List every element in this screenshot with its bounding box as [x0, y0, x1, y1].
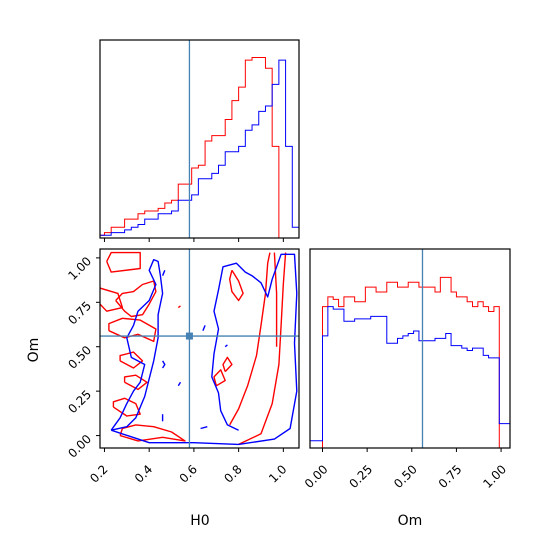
xtick-label-om: 0.25	[346, 462, 375, 491]
ytick-label-om: 1.00	[65, 254, 94, 283]
x-axis-label-om: Om	[398, 513, 423, 529]
contour-red	[119, 424, 186, 442]
xtick-label-h0: 0.4	[132, 462, 155, 485]
hist-h0-series-blue	[99, 59, 300, 238]
ytick-label-om: 0.25	[65, 387, 94, 416]
hist-h0-series-red	[99, 56, 299, 239]
truth-marker	[185, 332, 193, 340]
xtick-label-om: 0.50	[391, 462, 420, 491]
xtick-label-h0: 0.8	[221, 462, 244, 485]
contour-red	[222, 356, 233, 373]
xtick-label-om: 0.75	[436, 462, 465, 491]
panel-hist-om: 0.00 0.25 0.50 0.75 1.00	[302, 248, 511, 491]
contour-frame	[99, 248, 300, 449]
contour-blue	[177, 381, 182, 387]
xtick-label-om: 1.00	[480, 462, 509, 491]
contour-red	[106, 251, 141, 273]
contour-blue	[110, 259, 164, 431]
contour-red	[213, 369, 226, 387]
ytick-label-om: 0.75	[65, 299, 94, 328]
x-axis-label-h0: H0	[190, 513, 209, 529]
contour-red	[100, 287, 124, 312]
xtick-label-om: 0.00	[302, 462, 331, 491]
xtick-label-h0: 1.0	[266, 462, 289, 485]
xtick-label-h0: 0.2	[87, 462, 110, 485]
y-axis-label-om: Om	[26, 338, 42, 363]
contour-blue	[162, 360, 166, 369]
panel-hist-h0	[99, 39, 300, 242]
xtick-label-h0: 0.6	[177, 462, 200, 485]
hist-om-series-blue	[309, 306, 511, 448]
contour-blue	[200, 426, 208, 430]
contour-red	[115, 280, 157, 318]
contour-red	[229, 269, 244, 302]
hist-om-frame	[309, 248, 511, 449]
contour-red	[229, 252, 271, 426]
contour-blue	[161, 270, 166, 276]
contour-red	[238, 252, 287, 446]
ytick-label-om: 0.50	[65, 343, 94, 372]
contour-blue	[202, 325, 206, 331]
panel-contour: 0.2 0.4 0.6 0.8 1.0 0.00 0.25 0.50 0.75 1.00	[65, 248, 300, 486]
hist-h0-frame	[99, 39, 300, 239]
contour-red	[119, 351, 144, 369]
contour-red	[108, 317, 157, 343]
contour-red	[273, 252, 278, 347]
hist-om-series-red	[310, 276, 510, 449]
contour-blue	[110, 253, 298, 446]
contour-red	[112, 397, 141, 417]
contour-blue	[224, 344, 228, 348]
ytick-label-om: 0.00	[65, 432, 94, 461]
contour-lines	[100, 251, 298, 446]
contour-red	[177, 305, 181, 309]
